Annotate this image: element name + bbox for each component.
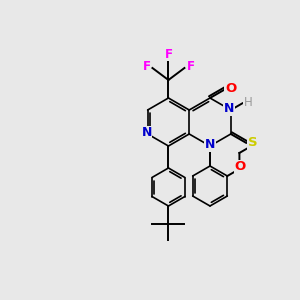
Text: F: F [186, 61, 194, 74]
Text: F: F [142, 61, 150, 74]
Text: O: O [225, 82, 236, 95]
Text: N: N [205, 139, 215, 152]
Text: N: N [224, 103, 234, 116]
Text: O: O [235, 160, 246, 173]
Text: H: H [244, 97, 252, 110]
Text: F: F [164, 47, 172, 61]
Text: N: N [142, 127, 152, 140]
Text: S: S [248, 136, 257, 149]
